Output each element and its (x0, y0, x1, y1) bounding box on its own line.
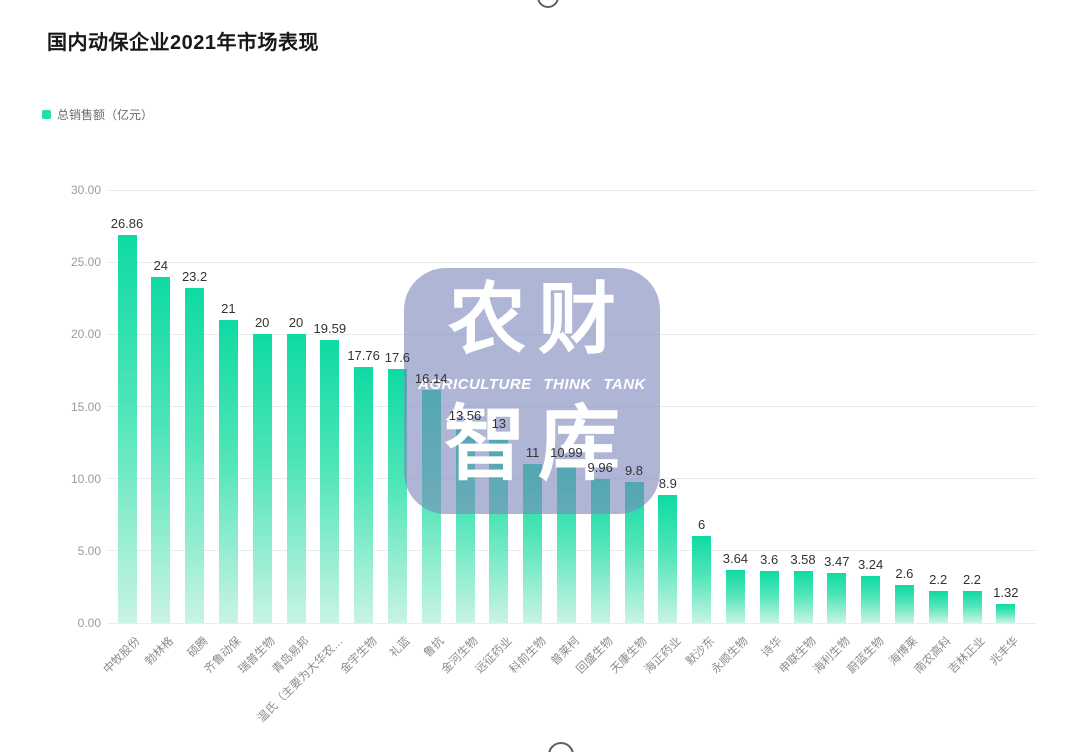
legend-swatch-icon (42, 110, 51, 119)
x-axis-category-label: 申联生物 (777, 635, 819, 677)
bar-温氏（主要为大华农… (320, 340, 340, 623)
bar-兆丰华 (996, 603, 1016, 623)
bar-value-label: 17.76 (347, 347, 380, 363)
y-axis-tick-label: 20.00 (70, 327, 101, 342)
x-axis-category-label: 金河生物 (439, 635, 481, 677)
bar-value-label: 3.24 (857, 557, 884, 573)
watermark-badge: 农财 AGRICULTURE THINK TANK 智库 (404, 268, 660, 514)
bar-蔚蓝生物 (861, 576, 881, 623)
bar-value-label: 3.64 (722, 551, 749, 567)
bar-value-label: 19.59 (313, 321, 347, 337)
x-axis-category-label: 远征药业 (473, 635, 515, 677)
legend-label: 总销售额（亿元） (57, 108, 154, 122)
x-axis-category-label: 瑞普生物 (236, 635, 278, 677)
bar-value-label: 10.99 (550, 445, 583, 461)
bar-齐鲁动保 (218, 319, 238, 623)
gridline (108, 622, 1036, 624)
bar-永顺生物 (725, 570, 745, 623)
bar-回盛生物 (590, 479, 610, 623)
x-axis-category-label: 金宇生物 (338, 635, 380, 677)
bar-金宇生物 (354, 366, 374, 623)
gridline (108, 261, 1036, 263)
x-axis-category-label: 海利生物 (811, 635, 853, 677)
bar-value-label: 2.2 (962, 572, 982, 588)
watermark-cn-top: 农财 (447, 275, 628, 363)
x-axis-category-label: 勃林格 (143, 635, 177, 669)
bar-申联生物 (793, 571, 813, 623)
x-axis-category-label: 中牧股份 (101, 635, 143, 677)
bar-value-label: 2.2 (929, 572, 948, 588)
bar-value-label: 1.32 (993, 584, 1019, 600)
bar-海正药业 (658, 494, 678, 623)
bar-value-label: 3.47 (824, 553, 850, 569)
bar-value-label: 11 (525, 445, 540, 461)
gridline (108, 189, 1036, 191)
bar-value-label: 13.56 (448, 408, 482, 424)
y-axis-tick-label: 25.00 (70, 255, 101, 270)
bar-value-label: 6 (697, 517, 706, 533)
bar-吉林正业 (962, 591, 982, 623)
x-axis-category-label: 蔚蓝生物 (845, 635, 887, 677)
x-axis-category-label: 兆丰华 (988, 635, 1022, 669)
bar-value-label: 13 (491, 416, 507, 432)
bar-value-label: 20 (254, 315, 270, 331)
bar-value-label: 9.8 (624, 462, 644, 478)
bar-value-label: 23.2 (181, 269, 208, 285)
y-axis-tick-label: 30.00 (70, 183, 101, 197)
bar-value-label: 16.14 (414, 371, 448, 387)
x-axis-category-label: 礼蓝 (388, 635, 413, 660)
bar-value-label: 24 (153, 257, 169, 273)
bar-天康生物 (624, 481, 644, 623)
watermark-en-caption: AGRICULTURE THINK TANK (418, 375, 646, 393)
bar-中牧股份 (117, 235, 137, 623)
legend-item-total-sales[interactable]: 总销售额（亿元） (42, 106, 153, 123)
x-axis-category-label: 诗华 (760, 635, 785, 660)
watermark-cn-bottom: 智库 (443, 398, 632, 490)
bar-南农高科 (928, 591, 948, 623)
bar-value-label: 8.9 (658, 475, 677, 491)
bar-value-label: 17.6 (384, 349, 411, 365)
y-axis-tick-label: 0.00 (77, 616, 101, 630)
y-axis-tick-label: 15.00 (70, 399, 101, 414)
bar-硕腾 (185, 288, 205, 623)
bar-value-label: 20 (288, 315, 304, 331)
x-axis-category-label: 鲁抗 (422, 635, 447, 660)
x-axis-category-label: 海正药业 (642, 635, 684, 677)
bar-勃林格 (151, 276, 171, 623)
bar-瑞普生物 (252, 334, 272, 623)
bar-value-label: 21 (221, 300, 236, 316)
bar-海利生物 (827, 572, 847, 623)
y-axis-tick-label: 10.00 (70, 471, 101, 486)
bar-礼蓝 (387, 368, 407, 623)
y-axis-tick-label: 5.00 (77, 543, 101, 558)
bar-value-label: 2.6 (895, 566, 914, 582)
x-axis-category-label: 科前生物 (507, 635, 549, 677)
bar-value-label: 26.86 (110, 216, 144, 232)
bar-默沙东 (692, 536, 712, 623)
x-axis-category-label: 天康生物 (608, 635, 650, 677)
page-title: 国内动保企业2021年市场表现 (47, 32, 319, 54)
x-axis-category-label: 吉林正业 (946, 635, 988, 677)
bar-诗华 (759, 571, 779, 623)
bar-青岛易邦 (286, 334, 306, 623)
bar-value-label: 9.96 (587, 460, 613, 476)
bar-value-label: 3.6 (760, 552, 779, 568)
x-axis-category-label: 硕腾 (185, 635, 211, 660)
bar-海博莱 (894, 585, 914, 623)
bar-value-label: 3.58 (790, 552, 816, 568)
